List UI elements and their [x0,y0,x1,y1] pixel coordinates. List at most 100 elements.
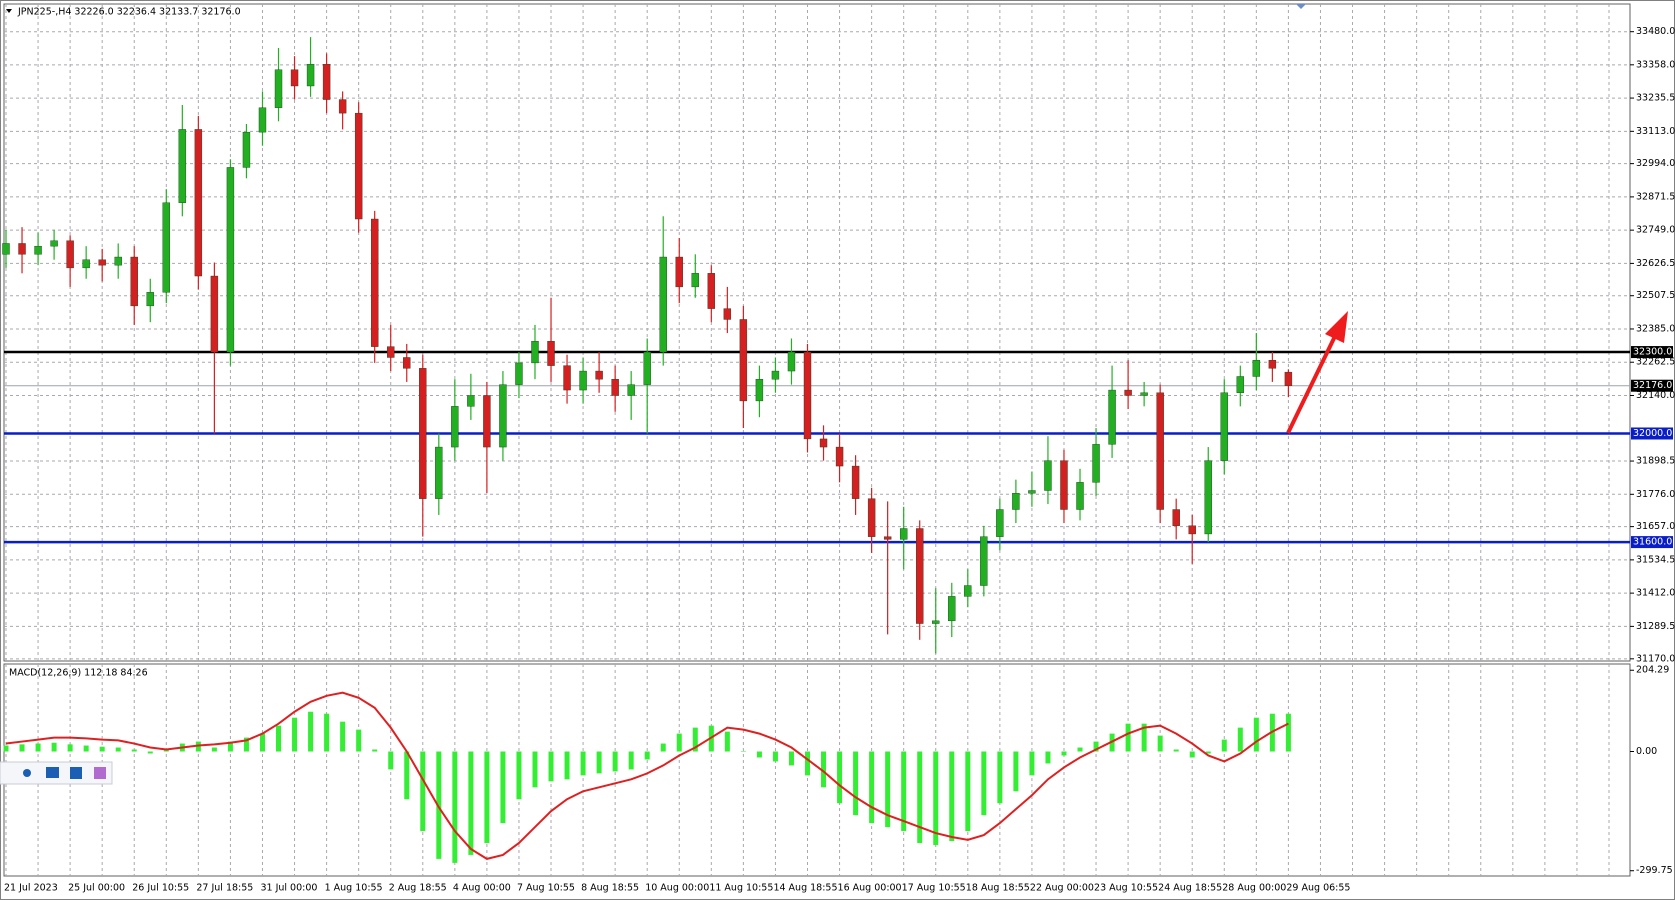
candle-body [980,536,988,586]
macd-bar [869,751,875,824]
level-label-box [1631,536,1673,549]
candle-body [659,256,667,353]
arrow [1286,311,1348,434]
keyboard-icon[interactable] [46,767,59,778]
x-tick-label: 24 Aug 18:55 [1158,883,1222,894]
candle-body [1028,490,1036,494]
candle-body [98,259,106,266]
candle-body [627,384,635,396]
y-tick-label: 33480.0 [1636,26,1675,37]
macd-bar [692,727,698,752]
macd-bar [1093,741,1099,752]
macd-bar [3,745,9,752]
x-tick-label: 21 Jul 2023 [4,883,58,894]
candle-body [290,69,299,87]
macd-bar [468,751,474,855]
candle-body [82,259,90,269]
candle-body [50,240,58,247]
candle-body [1156,392,1164,510]
y-tick-label: 33358.0 [1636,59,1675,70]
arrow-head [1325,311,1348,343]
macd-bar [292,717,298,752]
candle-body [146,292,154,307]
macd-bar [19,744,25,752]
candle-body [419,368,427,499]
candle-body [1172,509,1180,526]
level-label-box [1631,346,1673,359]
candle-body [242,131,251,168]
macd-bar [227,741,233,752]
x-tick-label: 29 Aug 06:55 [1286,883,1350,894]
y-tick-label: 31170.0 [1636,653,1675,664]
candle-body [483,395,491,448]
macd-bar [1013,751,1019,792]
candle-body [787,351,796,372]
y-tick-label: 31412.0 [1636,588,1675,599]
candle-body [964,585,972,597]
candle-body [563,365,571,391]
x-tick-label: 23 Aug 10:55 [1094,883,1158,894]
macd-bar [211,747,217,752]
macd-bar [452,751,458,863]
candle-body [258,107,267,133]
candle-body [531,340,539,364]
collapse-icon[interactable] [6,9,12,13]
candle-body [867,498,876,537]
x-tick-label: 11 Aug 10:55 [709,883,773,894]
level-label: 32000.0 [1633,428,1672,439]
candle-body [1220,392,1228,461]
macd-bar [788,751,794,766]
candle-body [723,308,732,320]
macd-bar [949,751,955,841]
macd-bar [805,751,810,776]
macd-bar [612,751,618,772]
macd-bar [1061,751,1067,756]
candle-body [162,202,171,293]
macd-bar [404,751,410,800]
macd-bar [1189,751,1195,758]
candle-body [403,357,411,369]
macd-bar [853,751,859,816]
level-label: 32176.0 [1633,380,1672,391]
x-tick-label: 7 Aug 10:55 [517,883,575,894]
candle-body [1124,389,1132,396]
macd-bar [51,742,57,752]
candle-body [996,509,1004,537]
y-tick-label: 31289.5 [1636,621,1675,632]
chart-header: JPN225-,H4 32226.0 32236.4 32133.7 32176… [17,7,241,18]
candle-body [1268,359,1277,369]
candle-body [387,346,395,358]
x-tick-label: 4 Aug 00:00 [453,883,511,894]
candle-body [2,243,10,255]
macd-bar [740,751,746,753]
candle-body [819,438,828,448]
candle-body [771,370,780,380]
candle-body [1076,482,1084,510]
macd-bar [532,751,538,788]
candle-body [1108,389,1116,445]
x-tick-label: 10 Aug 00:00 [645,883,709,894]
shirt-icon[interactable] [70,767,82,779]
y-tick-label: 31534.5 [1636,554,1675,565]
candle-body [883,536,892,540]
candle-body [739,319,748,402]
y-tick-label: -299.75 [1636,865,1673,876]
macd-bar [420,751,426,832]
candle-body [1012,493,1020,510]
mic-icon[interactable] [23,769,31,777]
macd-bar [997,751,1003,804]
toolbar [0,761,113,785]
candle-body [515,362,523,385]
candle-body [226,167,235,353]
candle-body [451,406,459,448]
candle-body [916,528,924,624]
candle-body [803,351,812,440]
y-tick-label: 31657.0 [1636,521,1675,532]
macd-bar [644,751,650,760]
macd-bar [516,751,522,800]
macd-bar [1237,727,1243,752]
macd-bar [500,751,506,824]
level-label-box [1631,379,1673,392]
palette-icon[interactable] [94,767,106,779]
